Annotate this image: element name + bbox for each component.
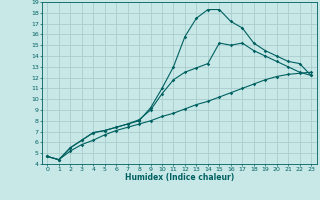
X-axis label: Humidex (Indice chaleur): Humidex (Indice chaleur) — [124, 173, 234, 182]
